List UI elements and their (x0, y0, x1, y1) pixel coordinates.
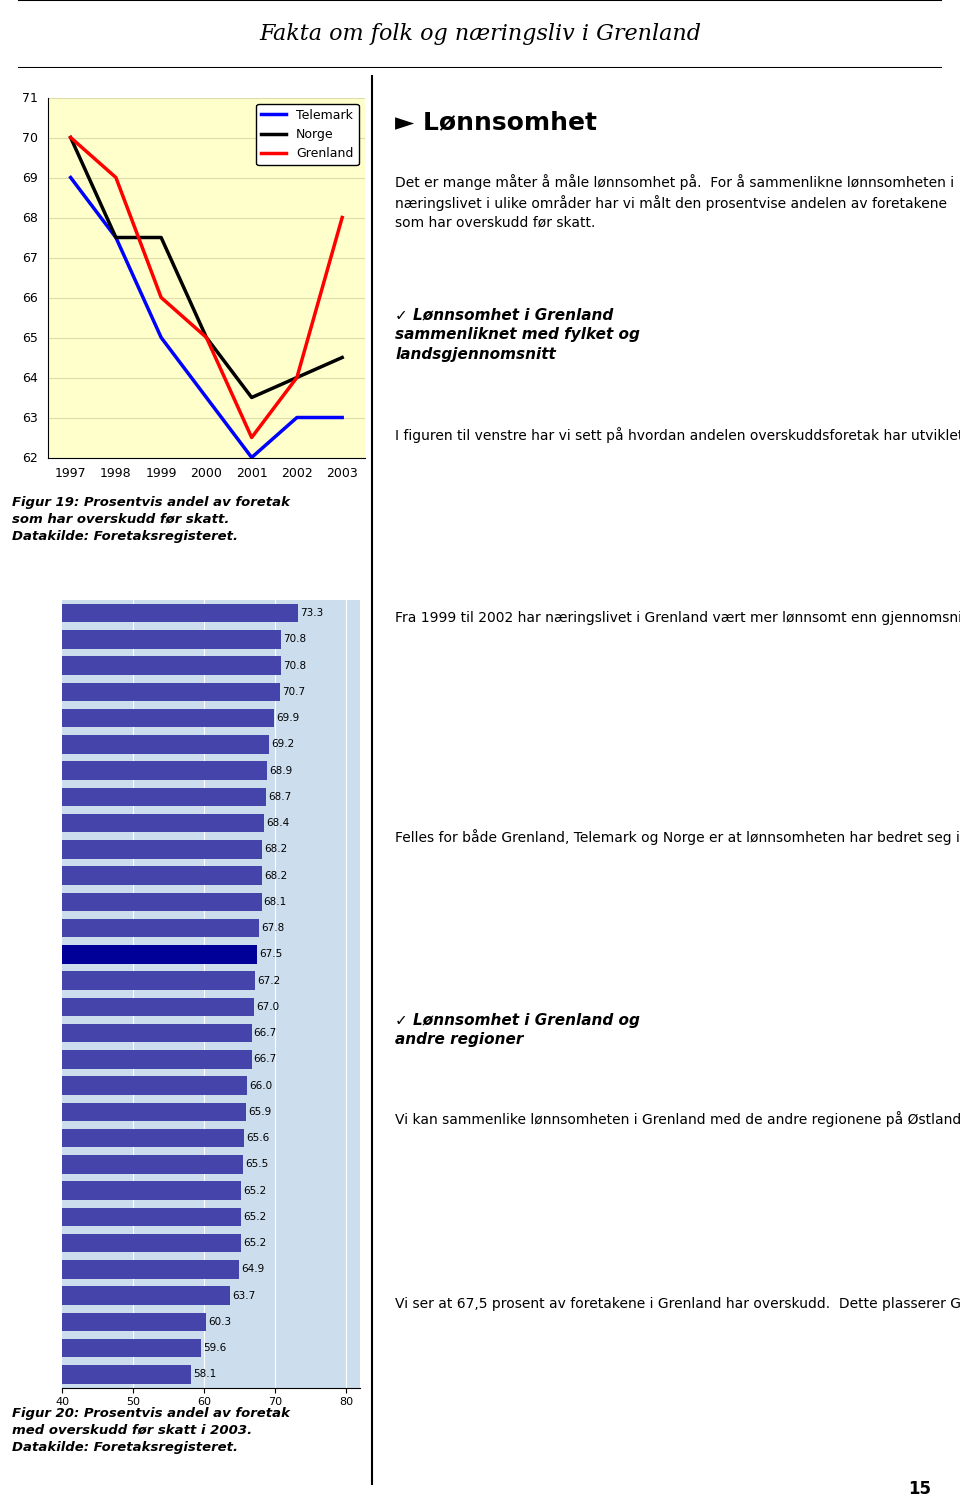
Bar (0, 1260, 239, 1278)
Text: 68.2: 68.2 (264, 844, 288, 855)
Text: Figur 19: Prosentvis andel av foretak
som har overskudd før skatt.
Datakilde: Fo: Figur 19: Prosentvis andel av foretak so… (12, 495, 290, 543)
Text: ► Lønnsomhet: ► Lønnsomhet (396, 111, 597, 135)
Text: Fakta om folk og næringsliv i Grenland: Fakta om folk og næringsliv i Grenland (259, 22, 701, 45)
Text: 66.0: 66.0 (249, 1080, 272, 1090)
Text: 67.8: 67.8 (261, 922, 285, 933)
Text: Fra 1999 til 2002 har næringslivet i Grenland vært mer lønnsomt enn gjennomsnitt: Fra 1999 til 2002 har næringslivet i Gre… (396, 610, 960, 626)
Text: 67.2: 67.2 (257, 975, 280, 986)
Bar (0, 892, 261, 910)
Bar (0, 1077, 247, 1095)
Bar (0, 710, 275, 728)
Text: 65.2: 65.2 (243, 1212, 266, 1222)
Text: 65.5: 65.5 (245, 1160, 269, 1170)
Bar (0, 1155, 243, 1173)
Text: 70.7: 70.7 (282, 687, 305, 698)
Text: 58.1: 58.1 (193, 1370, 216, 1380)
Text: 66.7: 66.7 (253, 1054, 277, 1065)
Bar (0, 1024, 252, 1042)
Text: Det er mange måter å måle lønnsomhet på.  For å sammenlikne lønnsomheten i nærin: Det er mange måter å måle lønnsomhet på.… (396, 174, 954, 230)
Text: 15: 15 (908, 1479, 931, 1497)
Bar (0, 735, 270, 753)
Text: 70.8: 70.8 (283, 660, 306, 670)
Bar (0, 1312, 206, 1330)
Text: 70.8: 70.8 (283, 634, 306, 645)
Legend: Telemark, Norge, Grenland: Telemark, Norge, Grenland (256, 104, 358, 165)
Text: 65.2: 65.2 (243, 1238, 266, 1248)
Bar (0, 762, 267, 780)
Text: I figuren til venstre har vi sett på hvordan andelen overskuddsforetak har utvik: I figuren til venstre har vi sett på hvo… (396, 427, 960, 444)
Text: Felles for både Grenland, Telemark og Norge er at lønnsomheten har bedret seg i : Felles for både Grenland, Telemark og No… (396, 830, 960, 846)
Text: 68.2: 68.2 (264, 870, 288, 880)
Bar (0, 840, 262, 858)
Text: ✓ Lønnsomhet i Grenland og
andre regioner: ✓ Lønnsomhet i Grenland og andre regione… (396, 1013, 640, 1047)
Text: 73.3: 73.3 (300, 608, 324, 618)
Bar (0, 945, 257, 963)
Bar (0, 998, 253, 1016)
Text: 69.9: 69.9 (276, 712, 300, 723)
Bar (0, 920, 259, 938)
Text: 65.6: 65.6 (246, 1132, 269, 1143)
Text: 60.3: 60.3 (208, 1317, 231, 1328)
Bar (0, 682, 280, 700)
Text: 63.7: 63.7 (232, 1290, 255, 1300)
Bar (0, 1208, 241, 1225)
Text: Figur 20: Prosentvis andel av foretak
med overskudd før skatt i 2003.
Datakilde:: Figur 20: Prosentvis andel av foretak me… (12, 1407, 290, 1454)
Bar (0, 1182, 241, 1200)
Text: 68.1: 68.1 (264, 897, 287, 908)
Text: 68.9: 68.9 (270, 765, 293, 776)
Bar (0, 867, 262, 885)
Text: 65.9: 65.9 (248, 1107, 272, 1118)
Text: Vi kan sammenlike lønnsomheten i Grenland med de andre regionene på Østlandet.  : Vi kan sammenlike lønnsomheten i Grenlan… (396, 1112, 960, 1128)
Bar (0, 630, 280, 648)
Bar (0, 972, 255, 990)
Bar (0, 1050, 252, 1068)
Text: Vi ser at 67,5 prosent av foretakene i Grenland har overskudd.  Dette plasserer : Vi ser at 67,5 prosent av foretakene i G… (396, 1294, 960, 1311)
Bar (0, 1340, 202, 1358)
Bar (0, 815, 264, 833)
Text: 66.7: 66.7 (253, 1028, 277, 1038)
Bar (0, 1102, 246, 1120)
Text: 69.2: 69.2 (272, 740, 295, 750)
Bar (0, 788, 266, 806)
Bar (0, 657, 280, 675)
Text: 68.7: 68.7 (268, 792, 291, 802)
Text: ✓ Lønnsomhet i Grenland
sammenliknet med fylket og
landsgjennomsnitt: ✓ Lønnsomhet i Grenland sammenliknet med… (396, 308, 640, 362)
Text: 59.6: 59.6 (204, 1342, 227, 1353)
Bar (0, 1234, 241, 1252)
Bar (0, 604, 299, 622)
Text: 64.9: 64.9 (241, 1264, 264, 1275)
Bar (0, 1287, 230, 1305)
Text: 65.2: 65.2 (243, 1185, 266, 1196)
Bar (0, 1130, 244, 1148)
Text: 68.4: 68.4 (266, 818, 289, 828)
Text: 67.5: 67.5 (259, 950, 282, 960)
Bar (0, 1365, 191, 1383)
Text: 67.0: 67.0 (255, 1002, 279, 1013)
